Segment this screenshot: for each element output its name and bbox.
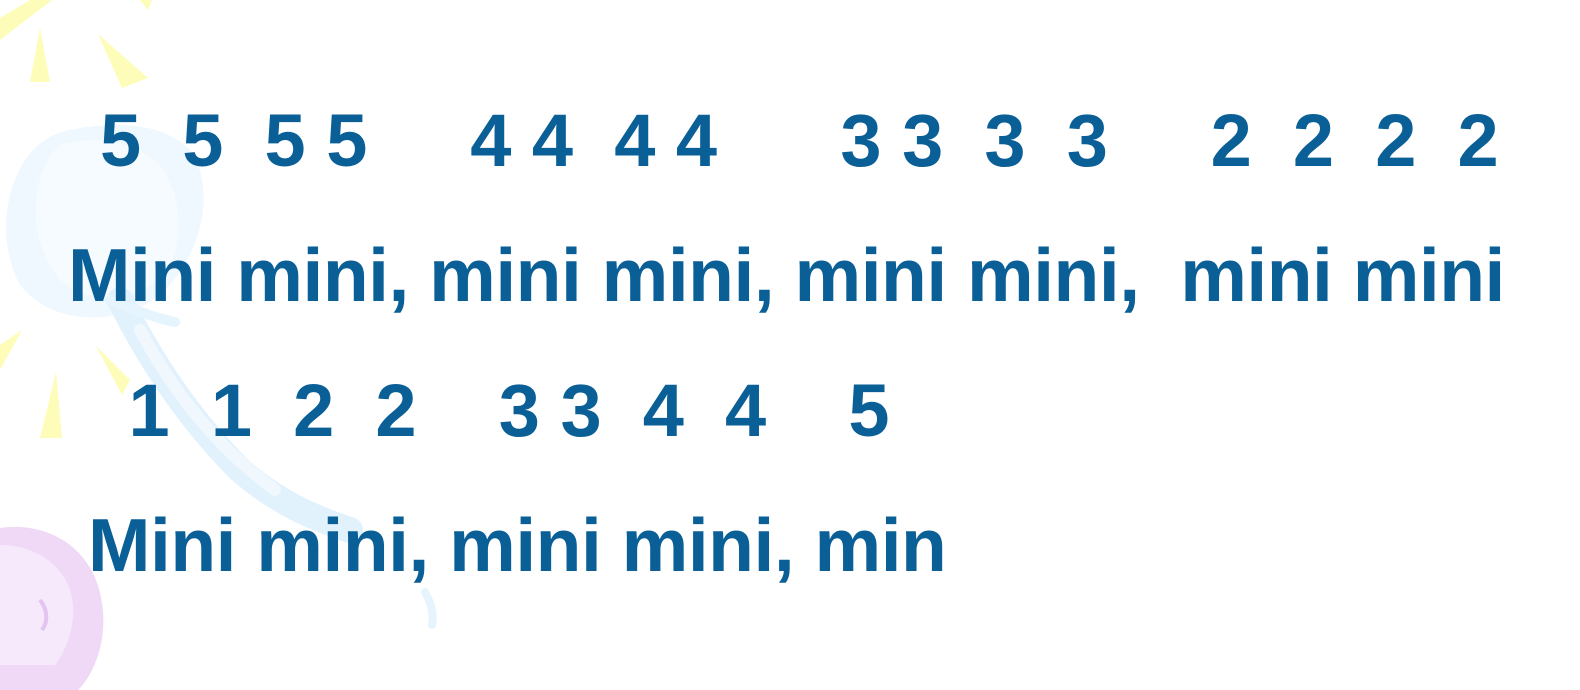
notes-line-1: 5 5 5 5 4 4 4 4 3 3 3 3 2 2 2 2 — [100, 99, 1499, 182]
purple-circle-decoration — [0, 526, 104, 690]
sun-rays-decoration — [0, 0, 152, 438]
swirl-decoration — [6, 124, 437, 629]
notes-line-2: 1 1 2 2 3 3 4 4 5 — [108, 369, 890, 452]
lyrics-line-1: Mini mini, mini mini, mini mini, mini mi… — [68, 233, 1505, 317]
lyrics-line-2: Mini mini, mini mini, min — [88, 503, 947, 587]
